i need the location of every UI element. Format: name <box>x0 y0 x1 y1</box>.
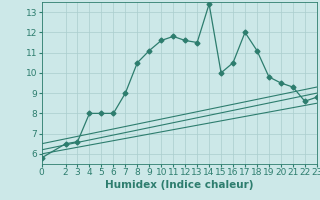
X-axis label: Humidex (Indice chaleur): Humidex (Indice chaleur) <box>105 180 253 190</box>
